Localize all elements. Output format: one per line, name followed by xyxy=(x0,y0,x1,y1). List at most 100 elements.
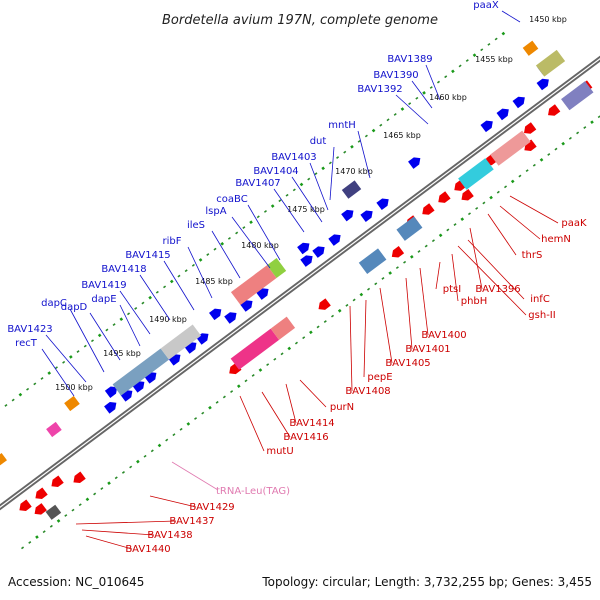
forward-gene-arrow xyxy=(408,157,421,169)
gene-label: coaBC xyxy=(216,194,247,205)
gene-label: ptsI xyxy=(443,284,461,295)
outer-dotted-track xyxy=(4,31,506,407)
reverse-gene-arrow xyxy=(422,203,435,215)
gene-label: BAV1437 xyxy=(169,516,214,527)
gene-label: paaX xyxy=(473,0,499,11)
forward-gene-arrow xyxy=(240,300,253,312)
gene-label: BAV1440 xyxy=(125,544,170,555)
position-tick-label: 1500 kbp xyxy=(55,383,93,392)
map-title: Bordetella avium 197N, complete genome xyxy=(162,13,438,28)
gene-cluster-block xyxy=(458,158,494,190)
reverse-gene-arrow xyxy=(51,475,64,488)
gene-label: BAV1414 xyxy=(289,418,334,429)
gene-label: gsh-II xyxy=(528,310,555,321)
gene-label: pepE xyxy=(367,372,392,383)
gene-label: dapD xyxy=(61,302,88,313)
gene-cluster-block xyxy=(230,265,277,305)
gene-label: BAV1408 xyxy=(345,386,390,397)
gene-label: BAV1389 xyxy=(387,54,432,65)
gene-label: BAV1403 xyxy=(271,152,316,163)
forward-gene-arrow xyxy=(480,120,493,133)
gene-label: BAV1418 xyxy=(101,264,146,275)
gene-cluster-block xyxy=(358,248,387,274)
reverse-gene-arrow xyxy=(19,499,32,511)
forward-features xyxy=(0,40,566,467)
gene-cluster-block xyxy=(341,180,362,199)
reverse-gene-arrow xyxy=(454,179,467,191)
forward-gene-arrow xyxy=(104,386,118,398)
forward-gene-arrow xyxy=(209,308,222,321)
forward-gene-arrow xyxy=(376,198,389,211)
gene-label: recT xyxy=(15,338,38,349)
gene-label: thrS xyxy=(522,250,543,261)
gene-label: BAV1438 xyxy=(147,530,192,541)
inner-dotted-track xyxy=(21,115,600,550)
gene-label: BAV1392 xyxy=(357,84,402,95)
reverse-gene-arrow xyxy=(229,362,242,375)
gene-label: BAV1423 xyxy=(7,324,52,335)
gene-label: lspA xyxy=(205,206,226,217)
reverse-gene-arrow xyxy=(438,191,451,203)
gene-label: ribF xyxy=(163,236,182,247)
gene-label: dapE xyxy=(91,294,116,305)
forward-gene-arrow xyxy=(256,288,269,300)
forward-gene-arrow xyxy=(300,255,313,267)
reverse-gene-arrow xyxy=(461,188,474,201)
forward-gene-arrow xyxy=(224,312,237,324)
gene-cluster-block xyxy=(535,49,566,77)
forward-gene-arrow xyxy=(312,246,325,258)
forward-gene-arrow xyxy=(104,402,117,414)
gene-label: BAV1419 xyxy=(81,280,126,291)
gene-cluster-block xyxy=(490,130,531,166)
gene-label: BAV1416 xyxy=(283,432,328,443)
forward-gene-arrow xyxy=(328,234,341,246)
genome-summary-text: Topology: circular; Length: 3,732,255 bp… xyxy=(261,575,592,589)
accession-text: Accession: NC_010645 xyxy=(8,575,144,589)
gene-cluster-block xyxy=(561,81,594,111)
forward-gene-arrow xyxy=(512,96,525,109)
gene-cluster-block xyxy=(45,504,62,520)
gene-label: phbH xyxy=(461,296,488,307)
gene-label: BAV1401 xyxy=(405,344,450,355)
forward-gene-arrow xyxy=(341,209,354,222)
gene-label: mutU xyxy=(266,446,293,457)
gene-label: ileS xyxy=(187,220,205,231)
gene-cluster-block xyxy=(266,258,287,279)
gene-cluster-block xyxy=(46,421,62,438)
gene-label: dut xyxy=(310,136,327,147)
gene-label: purN xyxy=(330,402,354,413)
gene-cluster-block xyxy=(0,453,7,467)
gene-cluster-block xyxy=(396,216,423,241)
reverse-gene-arrow xyxy=(548,104,561,116)
forward-gene-arrow xyxy=(360,210,373,222)
gene-label: paaK xyxy=(561,218,587,229)
gene-label: BAV1405 xyxy=(385,358,430,369)
gene-cluster-block xyxy=(522,40,539,56)
reverse-gene-arrow xyxy=(73,471,86,484)
position-tick-label: 1480 kbp xyxy=(241,241,279,250)
forward-gene-arrow xyxy=(496,108,509,121)
gene-label: BAV1400 xyxy=(421,330,466,341)
reverse-gene-arrow xyxy=(318,298,331,310)
position-tick-label: 1450 kbp xyxy=(529,15,567,24)
reverse-gene-arrow xyxy=(35,487,48,499)
gene-label: BAV1407 xyxy=(235,178,280,189)
position-tick-label: 1460 kbp xyxy=(429,93,467,102)
position-tick-label: 1455 kbp xyxy=(475,55,513,64)
position-tick-label: 1485 kbp xyxy=(195,277,233,286)
position-tick-label: 1470 kbp xyxy=(335,167,373,176)
trna-label: tRNA-Leu(TAG) xyxy=(216,486,290,497)
gene-label: dapC xyxy=(41,298,67,309)
reverse-features xyxy=(19,80,594,520)
gene-label: BAV1390 xyxy=(373,70,418,81)
trna-label-group: tRNA-Leu(TAG) xyxy=(171,461,290,497)
position-tick-label: 1465 kbp xyxy=(383,131,421,140)
position-ticks: 1450 kbp 1455 kbp 1460 kbp 1465 kbp 1470 kbp… xyxy=(55,15,567,392)
gene-label: mntH xyxy=(328,120,356,131)
gene-cluster-block xyxy=(64,395,80,412)
gene-label: BAV1404 xyxy=(253,166,298,177)
gene-cluster-block xyxy=(160,324,202,360)
position-tick-label: 1490 kbp xyxy=(149,315,187,324)
